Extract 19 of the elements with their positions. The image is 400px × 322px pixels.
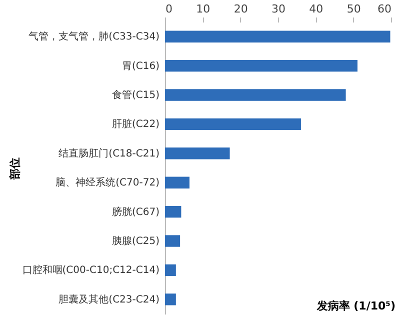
x-tick-label: 40 — [309, 2, 324, 16]
y-tick-label: 食管(C15) — [112, 89, 160, 101]
y-tick-label: 膀胱(C67) — [112, 206, 160, 218]
x-tick-label: 10 — [196, 2, 210, 16]
y-axis-title: 部位 — [8, 158, 22, 180]
x-tick-label: 0 — [166, 2, 172, 16]
y-tick-label: 肝脏(C22) — [112, 118, 160, 130]
x-tick-label: 50 — [346, 2, 361, 16]
x-axis-title: 发病率 (1/10⁵) — [316, 300, 396, 312]
x-tick-label: 60 — [378, 2, 392, 16]
y-tick-label: 胆囊及其他(C23-C24) — [58, 293, 160, 306]
y-tick-label: 气管，支气管，肺(C33-C34) — [28, 30, 160, 43]
x-tick-label: 30 — [272, 2, 286, 16]
y-tick-label: 脑、神经系统(C70-72) — [56, 176, 160, 189]
x-tick-label: 20 — [234, 2, 248, 16]
y-tick-label: 结直肠肛门(C18-C21) — [58, 147, 160, 160]
y-tick-label: 胃(C16) — [122, 60, 160, 72]
y-tick-label: 口腔和咽(C00-C10;C12-C14) — [22, 264, 160, 276]
y-tick-label: 胰腺(C25) — [112, 235, 160, 247]
